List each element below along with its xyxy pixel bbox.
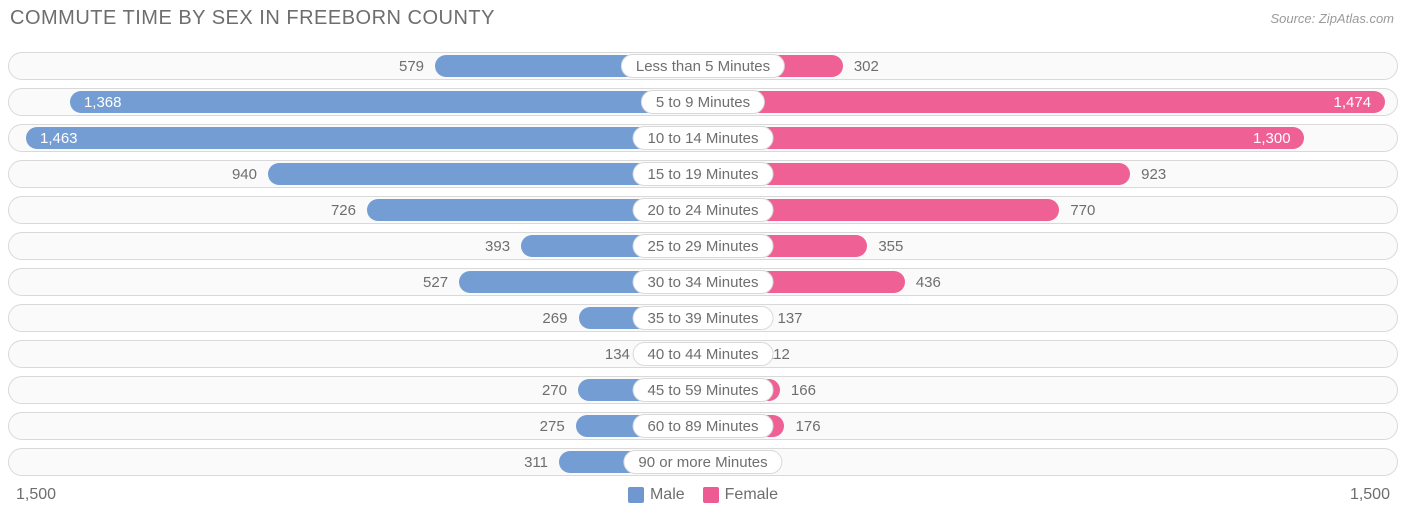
legend: Male Female bbox=[628, 486, 778, 504]
data-row: 940 923 15 to 19 Minutes bbox=[8, 160, 1398, 188]
value-male: 940 bbox=[232, 161, 257, 187]
value-female: 770 bbox=[1070, 197, 1095, 223]
category-label: 10 to 14 Minutes bbox=[633, 126, 774, 150]
category-label: 15 to 19 Minutes bbox=[633, 162, 774, 186]
category-label: 25 to 29 Minutes bbox=[633, 234, 774, 258]
value-female: 166 bbox=[791, 377, 816, 403]
data-row: 13411240 to 44 Minutes bbox=[8, 340, 1398, 368]
category-label: 90 or more Minutes bbox=[623, 450, 782, 474]
category-label: 30 to 34 Minutes bbox=[633, 270, 774, 294]
axis-label-right: 1,500 bbox=[1350, 486, 1390, 504]
legend-swatch-male bbox=[628, 487, 644, 503]
bar-male bbox=[26, 127, 703, 149]
value-female: 1,300 bbox=[1253, 125, 1291, 151]
chart-source: Source: ZipAtlas.com bbox=[1270, 11, 1394, 26]
legend-label-male: Male bbox=[650, 486, 685, 504]
category-label: 45 to 59 Minutes bbox=[633, 378, 774, 402]
value-male: 393 bbox=[485, 233, 510, 259]
category-label: 60 to 89 Minutes bbox=[633, 414, 774, 438]
bar-male bbox=[70, 91, 703, 113]
data-row: 270 166 45 to 59 Minutes bbox=[8, 376, 1398, 404]
category-label: 5 to 9 Minutes bbox=[641, 90, 765, 114]
value-female: 1,474 bbox=[1334, 89, 1372, 115]
legend-label-female: Female bbox=[725, 486, 778, 504]
chart-footer: 1,500 Male Female 1,500 bbox=[8, 484, 1398, 504]
data-row: 275 176 60 to 89 Minutes bbox=[8, 412, 1398, 440]
chart-title: Commute Time By Sex In Freeborn County bbox=[10, 7, 495, 30]
value-male: 1,463 bbox=[40, 125, 78, 151]
chart-header: Commute Time By Sex In Freeborn County S… bbox=[8, 4, 1398, 32]
value-male: 311 bbox=[524, 449, 548, 475]
data-row: 1,463 1,300 10 to 14 Minutes bbox=[8, 124, 1398, 152]
legend-item-male: Male bbox=[628, 486, 685, 504]
value-female: 355 bbox=[878, 233, 903, 259]
data-row: 3115290 or more Minutes bbox=[8, 448, 1398, 476]
value-female: 137 bbox=[777, 305, 802, 331]
value-male: 275 bbox=[540, 413, 565, 439]
value-male: 269 bbox=[542, 305, 567, 331]
value-male: 134 bbox=[605, 341, 630, 367]
data-row: 1,368 1,474 5 to 9 Minutes bbox=[8, 88, 1398, 116]
value-female: 302 bbox=[854, 53, 879, 79]
chart-rows: 579 302 Less than 5 Minutes 1,368 1,474 5 to … bbox=[8, 52, 1398, 476]
value-female: 923 bbox=[1141, 161, 1166, 187]
category-label: 20 to 24 Minutes bbox=[633, 198, 774, 222]
axis-label-left: 1,500 bbox=[16, 486, 56, 504]
category-label: 35 to 39 Minutes bbox=[633, 306, 774, 330]
value-female: 436 bbox=[916, 269, 941, 295]
value-male: 527 bbox=[423, 269, 448, 295]
value-male: 1,368 bbox=[84, 89, 122, 115]
data-row: 579 302 Less than 5 Minutes bbox=[8, 52, 1398, 80]
data-row: 726 770 20 to 24 Minutes bbox=[8, 196, 1398, 224]
legend-item-female: Female bbox=[703, 486, 778, 504]
bar-female bbox=[703, 127, 1304, 149]
category-label: Less than 5 Minutes bbox=[621, 54, 785, 78]
value-male: 726 bbox=[331, 197, 356, 223]
data-row: 527 436 30 to 34 Minutes bbox=[8, 268, 1398, 296]
legend-swatch-female bbox=[703, 487, 719, 503]
bar-female bbox=[703, 91, 1385, 113]
category-label: 40 to 44 Minutes bbox=[633, 342, 774, 366]
value-male: 270 bbox=[542, 377, 567, 403]
chart-container: Commute Time By Sex In Freeborn County S… bbox=[0, 0, 1406, 523]
data-row: 269 13735 to 39 Minutes bbox=[8, 304, 1398, 332]
value-male: 579 bbox=[399, 53, 424, 79]
data-row: 393 355 25 to 29 Minutes bbox=[8, 232, 1398, 260]
value-female: 176 bbox=[796, 413, 821, 439]
